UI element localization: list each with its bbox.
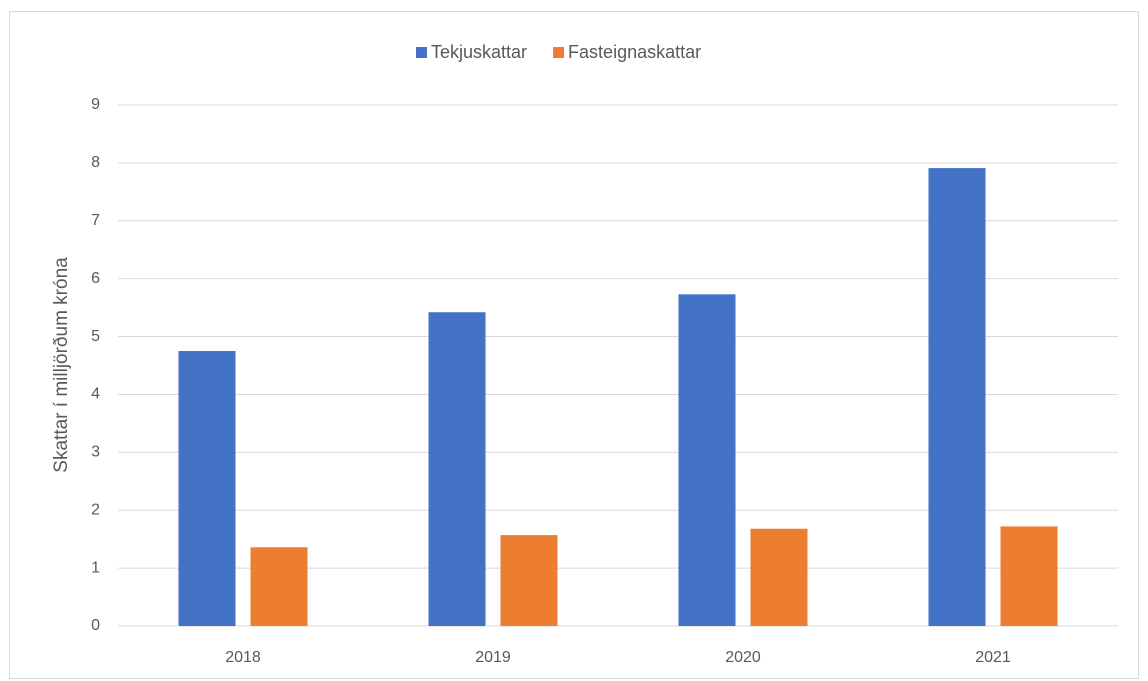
legend-swatch xyxy=(553,47,565,58)
bar xyxy=(178,351,236,626)
legend-label: Tekjuskattar xyxy=(431,42,527,62)
y-tick-label: 9 xyxy=(91,96,100,113)
bar xyxy=(250,547,308,626)
legend-swatch xyxy=(416,47,427,58)
y-tick-label: 3 xyxy=(91,444,100,461)
bar xyxy=(500,535,558,626)
y-tick-label: 6 xyxy=(91,270,100,287)
y-tick-label: 0 xyxy=(91,617,100,634)
bar xyxy=(928,168,986,627)
y-tick-label: 8 xyxy=(91,154,100,171)
y-tick-label: 7 xyxy=(91,212,100,229)
y-axis-title: Skattar í milljörðum króna xyxy=(51,257,72,473)
legend-label: Fasteignaskattar xyxy=(568,42,701,62)
bar xyxy=(678,294,736,626)
x-tick-label: 2020 xyxy=(725,649,761,666)
bar xyxy=(428,312,486,626)
x-tick-label: 2019 xyxy=(475,649,511,666)
y-tick-label: 5 xyxy=(91,328,100,345)
bar xyxy=(1000,526,1058,626)
x-tick-label: 2018 xyxy=(225,649,261,666)
y-tick-label: 2 xyxy=(91,501,100,518)
bar xyxy=(750,528,808,626)
y-tick-label: 4 xyxy=(91,386,100,403)
x-tick-label: 2021 xyxy=(975,649,1011,666)
y-tick-label: 1 xyxy=(91,559,100,576)
